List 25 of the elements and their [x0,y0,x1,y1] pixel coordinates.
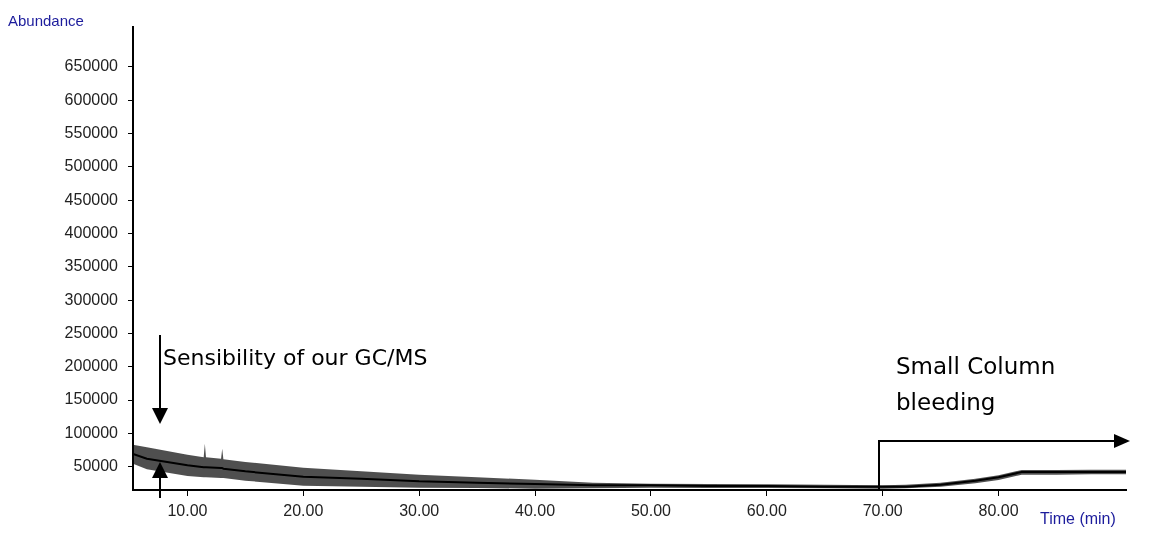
y-axis-title: Abundance [8,12,84,29]
y-tick-label: 500000 [64,157,119,175]
y-tick-label: 150000 [64,390,119,408]
y-tick-label: 200000 [64,357,119,375]
y-tick-label: 400000 [64,223,119,241]
x-tick-label: 10.00 [167,502,208,520]
y-tick-label: 550000 [64,124,119,141]
x-tick-label: 40.00 [515,502,556,520]
y-tick-label: 600000 [64,90,119,108]
x-tick-label: 60.00 [746,502,787,520]
y-tick-label: 50000 [73,457,119,475]
x-tick-label: 80.00 [978,502,1019,520]
x-tick-label: 70.00 [862,502,903,520]
y-tick-label: 450000 [64,190,119,208]
x-axis-title: Time (min) [1040,510,1116,528]
y-tick-label: 300000 [64,290,119,308]
x-tick-label: 50.00 [630,502,672,520]
x-tick-label: 20.00 [283,502,324,520]
annotation: Sensibility of our GC/MS [163,344,429,372]
x-tick-label: 30.00 [399,502,440,520]
y-tick-label: 350000 [64,257,119,275]
y-tick-label: 650000 [64,57,119,75]
y-tick-label: 100000 [64,423,119,441]
annotation: Small Column bleeding [896,352,1057,417]
y-tick-label: 250000 [64,323,119,341]
